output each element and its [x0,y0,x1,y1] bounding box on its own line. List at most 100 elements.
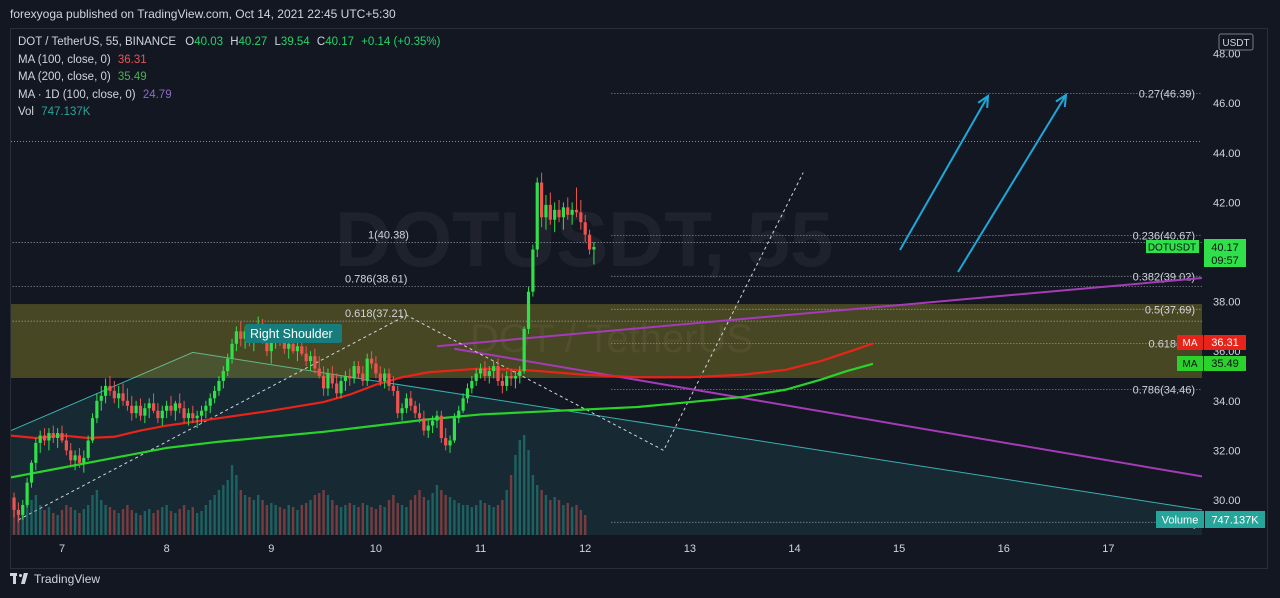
candle-body [99,395,103,401]
x-tick-label: 16 [998,543,1010,555]
candle-body [234,331,238,344]
volume-bar [413,495,417,535]
price-badge-symbol: DOTUSDT [1148,243,1196,254]
fib-label: 0.236(40.67) [1133,230,1195,242]
projection-path [18,172,804,521]
volume-bar [344,505,347,535]
candle-body [226,358,230,372]
candle-body [592,247,596,250]
volume-bar [182,505,186,535]
legend-symbol[interactable]: DOT / TetherUS, 55, BINANCE [18,36,177,48]
candle-body [104,385,108,396]
volume-bar [82,509,85,535]
candle-body [69,450,73,461]
fib-label: 0.5(37.69) [1145,304,1195,316]
volume-bar [21,513,24,535]
candle-body [505,376,509,386]
candle-body [583,222,587,235]
volume-bar [396,503,399,535]
candle-body [108,385,112,391]
candle-body [492,366,496,372]
volume-bar [383,507,386,535]
pattern-outline [11,351,1202,511]
candle-body [439,415,443,438]
legend-vol-row[interactable]: Vol 747.137K [18,104,440,122]
tradingview-footer[interactable]: TradingView [10,572,100,586]
arrow-head [977,94,990,109]
volume-bar [17,515,20,535]
volume-bar [100,500,103,535]
volume-bar [39,505,42,535]
candle-body [500,380,504,386]
legend-low: 39.54 [280,36,310,48]
candle-body [269,341,273,352]
candle-body [265,338,269,352]
volume-bar [374,509,378,535]
candle-body [77,455,82,463]
candle-body [391,385,395,391]
candle-body [112,390,116,399]
candle-body [90,418,95,441]
arrow-head [1055,93,1068,108]
candle-body [531,249,535,292]
currency-box [1218,33,1254,51]
candle-body [134,405,138,414]
volume-bar [522,435,526,535]
volume-bar [348,503,351,535]
volume-bar [178,509,181,535]
y-tick-label: 42.00 [1213,197,1241,209]
candle-body [117,393,121,399]
candle-body [95,400,99,419]
y-tick-label: 30.00 [1213,495,1241,507]
candle-body [452,418,456,441]
legend-open-label: O [185,36,195,48]
x-tick-label: 15 [893,543,905,555]
candle-body [121,393,125,401]
legend-ma100-row[interactable]: MA (100, close, 0) 36.31 [18,52,440,70]
candle-body [47,433,51,441]
fib-label: 0.618(37.21) [345,308,407,320]
tradingview-brand: TradingView [34,572,101,586]
fib-label: 1(40.38) [368,230,409,242]
volume-badge-value: 747.137K [1211,515,1259,527]
y-tick-label: 44.00 [1213,148,1241,160]
candle-body [165,405,169,411]
candle-body [579,212,583,223]
volume-bar [418,490,421,535]
volume-badge-tag [1156,511,1204,528]
volume-bar [392,495,395,535]
legend-ma1d-row[interactable]: MA · 1D (100, close, 0) 24.79 [18,87,440,105]
candle-body [335,383,339,394]
legend-high: 40.27 [238,36,268,48]
candle-body [457,410,461,419]
volume-bar [47,507,51,535]
candle-body [64,440,68,451]
ma100-value-box [1204,335,1246,350]
volume-bar [252,500,256,535]
chart-frame[interactable] [10,28,1268,569]
volume-bar [235,475,238,535]
candle-body [474,373,478,381]
candle-body [566,207,570,215]
volume-bar [575,505,578,535]
volume-bar [431,493,434,535]
publish-info: forexyoga published on TradingView.com, … [10,7,396,21]
candle-body [417,413,422,419]
volume-bar [121,509,125,535]
legend-close: 40.17 [325,36,354,48]
candle-body [409,398,413,406]
candle-body [160,410,164,419]
volume-bar [387,500,391,535]
volume-bar [52,513,55,535]
candle-body [348,376,352,379]
volume-bar [440,490,443,535]
candle-body [217,380,221,391]
volume-bar [134,513,138,535]
candle-body [16,509,20,515]
ma100-badge-tag [1177,335,1203,350]
candle-body [151,403,156,411]
volume-bar [527,450,530,535]
volume-bar [248,497,251,535]
legend-ma200-row[interactable]: MA (200, close, 0) 35.49 [18,69,440,87]
